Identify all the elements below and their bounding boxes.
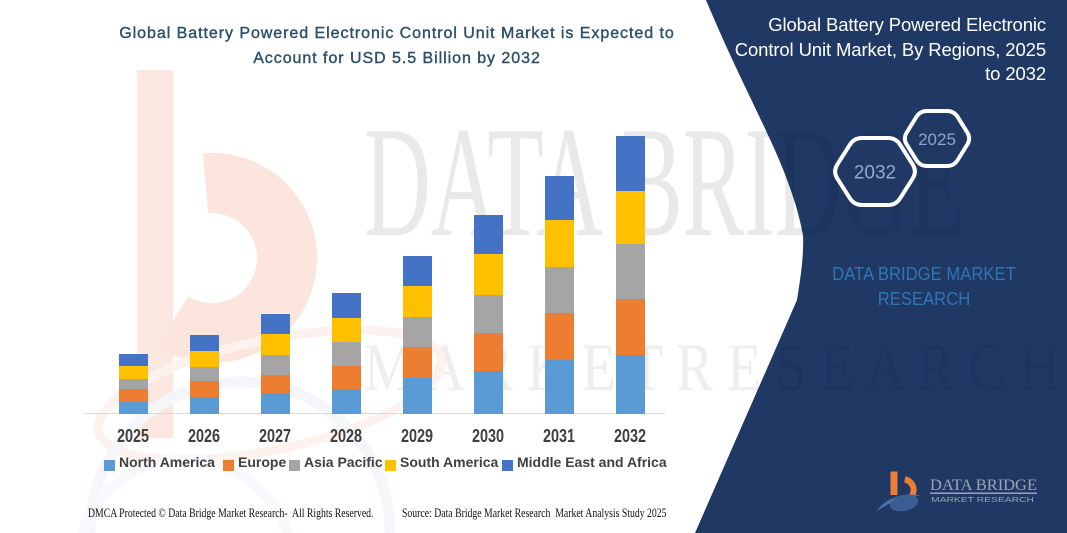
svg-text:2025: 2025 — [918, 130, 956, 149]
svg-text:MARKET RESEARCH: MARKET RESEARCH — [931, 495, 1034, 504]
svg-text:2032: 2032 — [854, 163, 896, 184]
svg-text:DATA BRIDGE: DATA BRIDGE — [930, 477, 1037, 494]
